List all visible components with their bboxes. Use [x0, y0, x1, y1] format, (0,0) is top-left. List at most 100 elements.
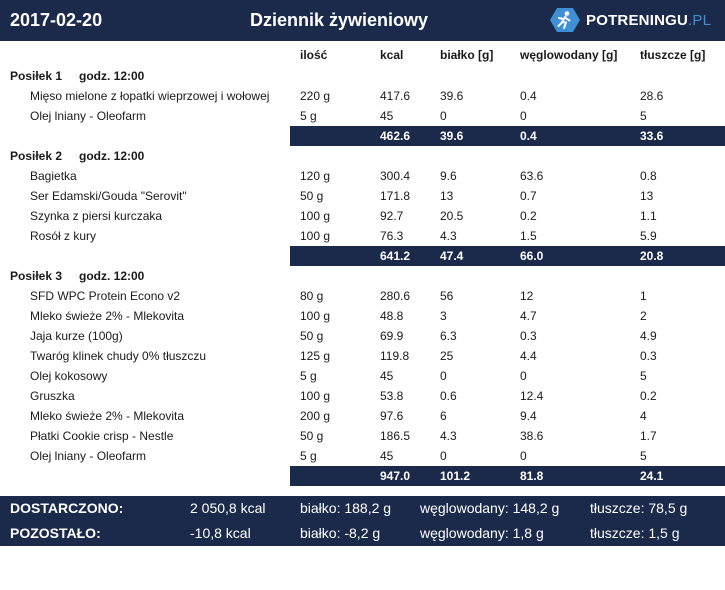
food-fat: 2 — [640, 309, 647, 323]
food-protein: 6 — [440, 409, 447, 423]
food-carbs: 38.6 — [520, 429, 544, 443]
food-protein: 3 — [440, 309, 447, 323]
total-protein: 39.6 — [440, 129, 464, 143]
total-protein: 47.4 — [440, 249, 464, 263]
remaining-protein: białko: -8,2 g — [300, 525, 381, 541]
food-name: Olej kokosowy — [30, 369, 108, 383]
food-row[interactable]: Ser Edamski/Gouda "Serovit" 50 g 171.8 1… — [0, 186, 725, 206]
remaining-fat: tłuszcze: 1,5 g — [590, 525, 680, 541]
summary-remaining-row: POZOSTAŁO: -10,8 kcal białko: -8,2 g węg… — [0, 521, 725, 546]
food-row[interactable]: Mięso mielone z łopatki wieprzowej i woł… — [0, 86, 725, 106]
food-protein: 39.6 — [440, 89, 464, 103]
food-qty: 5 g — [300, 109, 317, 123]
food-fat: 1.7 — [640, 429, 657, 443]
brand-logo[interactable]: POTRENINGU.PL — [550, 7, 711, 33]
food-fat: 4 — [640, 409, 647, 423]
food-qty: 100 g — [300, 309, 331, 323]
food-protein: 20.5 — [440, 209, 464, 223]
food-qty: 125 g — [300, 349, 331, 363]
column-header-quantity: ilość — [300, 48, 328, 62]
food-name: Olej lniany - Oleofarm — [30, 449, 147, 463]
food-kcal: 171.8 — [380, 189, 411, 203]
food-name: Rosół z kury — [30, 229, 97, 243]
food-name: Twaróg klinek chudy 0% tłuszczu — [30, 349, 207, 363]
meal-total-bar — [290, 466, 725, 486]
food-fat: 28.6 — [640, 89, 664, 103]
food-fat: 4.9 — [640, 329, 657, 343]
food-qty: 100 g — [300, 389, 331, 403]
food-protein: 13 — [440, 189, 454, 203]
food-row[interactable]: Szynka z piersi kurczaka 100 g 92.7 20.5… — [0, 206, 725, 226]
total-fat: 20.8 — [640, 249, 664, 263]
food-carbs: 63.6 — [520, 169, 544, 183]
food-row[interactable]: Płatki Cookie crisp - Nestle 50 g 186.5 … — [0, 426, 725, 446]
brand-name: POTRENINGU.PL — [586, 12, 711, 29]
meal-total-bar — [290, 246, 725, 266]
food-row[interactable]: Olej kokosowy 5 g 45 0 0 5 — [0, 366, 725, 386]
food-protein: 6.3 — [440, 329, 457, 343]
food-name: Mleko świeże 2% - Mlekovita — [30, 409, 185, 423]
food-row[interactable]: Rosół z kury 100 g 76.3 4.3 1.5 5.9 — [0, 226, 725, 246]
column-header-fat: tłuszcze [g] — [640, 48, 706, 62]
food-carbs: 0.7 — [520, 189, 537, 203]
food-protein: 4.3 — [440, 429, 457, 443]
runner-icon — [550, 8, 580, 32]
food-fat: 0.8 — [640, 169, 657, 183]
delivered-protein: białko: 188,2 g — [300, 500, 392, 516]
food-row[interactable]: Twaróg klinek chudy 0% tłuszczu 125 g 11… — [0, 346, 725, 366]
food-row[interactable]: Olej lniany - Oleofarm 5 g 45 0 0 5 — [0, 446, 725, 466]
food-qty: 50 g — [300, 189, 324, 203]
meals-table: Posiłek 1 godz. 12:00 Mięso mielone z ło… — [0, 66, 725, 486]
diary-date: 2017-02-20 — [10, 10, 103, 30]
food-qty: 5 g — [300, 369, 317, 383]
food-protein: 0 — [440, 369, 447, 383]
food-row[interactable]: Olej lniany - Oleofarm 5 g 45 0 0 5 — [0, 106, 725, 126]
food-kcal: 280.6 — [380, 289, 411, 303]
delivered-carbs: węglowodany: 148,2 g — [420, 500, 560, 516]
food-row[interactable]: SFD WPC Protein Econo v2 80 g 280.6 56 1… — [0, 286, 725, 306]
food-carbs: 0.3 — [520, 329, 537, 343]
food-kcal: 186.5 — [380, 429, 411, 443]
food-fat: 13 — [640, 189, 654, 203]
food-carbs: 0 — [520, 109, 527, 123]
food-kcal: 53.8 — [380, 389, 404, 403]
delivered-fat: tłuszcze: 78,5 g — [590, 500, 688, 516]
food-row[interactable]: Gruszka 100 g 53.8 0.6 12.4 0.2 — [0, 386, 725, 406]
food-fat: 0.2 — [640, 389, 657, 403]
food-protein: 0 — [440, 449, 447, 463]
food-row[interactable]: Jaja kurze (100g) 50 g 69.9 6.3 0.3 4.9 — [0, 326, 725, 346]
food-qty: 50 g — [300, 429, 324, 443]
food-kcal: 48.8 — [380, 309, 404, 323]
food-carbs: 1.5 — [520, 229, 537, 243]
total-protein: 101.2 — [440, 469, 471, 483]
food-row[interactable]: Bagietka 120 g 300.4 9.6 63.6 0.8 — [0, 166, 725, 186]
total-kcal: 947.0 — [380, 469, 411, 483]
meal-header: Posiłek 1 godz. 12:00 — [0, 66, 725, 86]
food-kcal: 417.6 — [380, 89, 411, 103]
food-carbs: 12 — [520, 289, 534, 303]
food-kcal: 97.6 — [380, 409, 404, 423]
food-name: Jaja kurze (100g) — [30, 329, 123, 343]
food-fat: 5.9 — [640, 229, 657, 243]
food-kcal: 300.4 — [380, 169, 411, 183]
meal-time: godz. 12:00 — [79, 149, 145, 163]
food-row[interactable]: Mleko świeże 2% - Mlekovita 200 g 97.6 6… — [0, 406, 725, 426]
header-bar: 2017-02-20 Dziennik żywieniowy POTRENING… — [0, 0, 725, 41]
food-carbs: 0.2 — [520, 209, 537, 223]
brand-name-main: POTRENINGU — [586, 11, 689, 29]
remaining-carbs: węglowodany: 1,8 g — [420, 525, 544, 541]
food-qty: 50 g — [300, 329, 324, 343]
food-protein: 4.3 — [440, 229, 457, 243]
food-name: Gruszka — [30, 389, 75, 403]
food-name: Bagietka — [30, 169, 77, 183]
page-title: Dziennik żywieniowy — [250, 10, 429, 30]
food-row[interactable]: Mleko świeże 2% - Mlekovita 100 g 48.8 3… — [0, 306, 725, 326]
food-name: Olej lniany - Oleofarm — [30, 109, 147, 123]
meal-header: Posiłek 2 godz. 12:00 — [0, 146, 725, 166]
total-kcal: 462.6 — [380, 129, 411, 143]
food-carbs: 9.4 — [520, 409, 537, 423]
food-carbs: 12.4 — [520, 389, 544, 403]
meal-name: Posiłek 1 — [10, 69, 63, 83]
food-kcal: 45 — [380, 109, 394, 123]
food-fat: 0.3 — [640, 349, 657, 363]
